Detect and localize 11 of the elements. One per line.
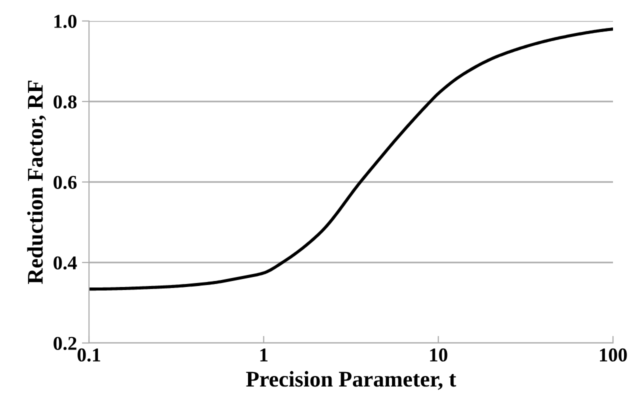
y-tick-label: 0.2 [54,336,76,350]
x-tick-label: 100 [600,348,627,362]
y-tick-label: 0.4 [54,256,77,270]
y-tick-label: 0.8 [54,95,77,109]
x-tick-label: 0.1 [78,348,100,362]
y-tick-label: 0.6 [54,176,77,190]
y-tick-label: 1.0 [54,14,76,28]
x-tick-label: 10 [430,348,448,362]
y-axis-title: Reduction Factor, RF [27,80,46,284]
x-axis-title: Precision Parameter, t [246,371,456,390]
x-tick-label: 1 [260,348,268,362]
